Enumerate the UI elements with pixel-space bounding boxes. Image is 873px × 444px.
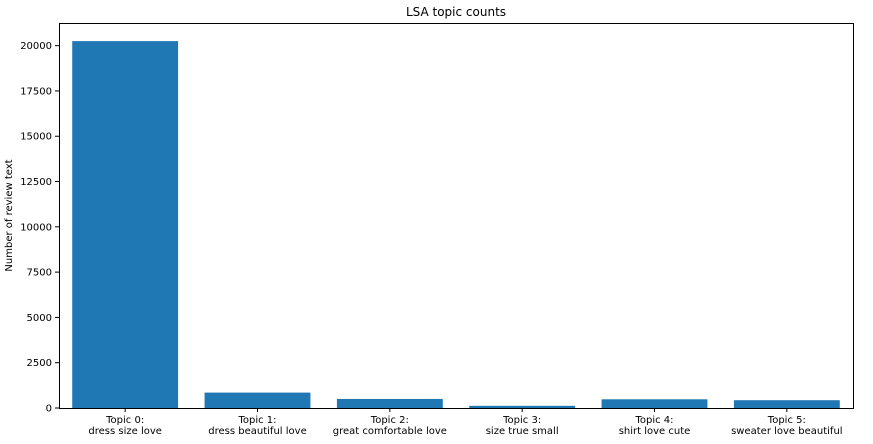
- y-tick-label: 7500: [27, 268, 52, 279]
- x-tick-label: Topic 2:: [370, 415, 409, 426]
- bars-group: [72, 41, 840, 408]
- bar-topic-0: [72, 41, 179, 408]
- bar-topic-4: [601, 399, 708, 408]
- y-axis-label: Number of review text: [4, 159, 15, 271]
- y-tick-label: 10000: [20, 222, 52, 233]
- x-tick-label: dress beautiful love: [208, 426, 306, 437]
- x-axis-ticks: Topic 0:dress size love Topic 1:dress bea…: [88, 408, 843, 437]
- x-tick-label: Topic 3:: [502, 415, 541, 426]
- x-tick-label: Topic 4:: [634, 415, 673, 426]
- y-tick-label: 0: [46, 404, 52, 415]
- y-tick-label: 12500: [20, 177, 52, 188]
- x-tick-label: Topic 0:: [105, 415, 144, 426]
- bar-topic-1: [204, 392, 311, 408]
- x-tick-label: Topic 1:: [237, 415, 276, 426]
- x-tick-label: dress size love: [88, 426, 162, 437]
- chart-title: LSA topic counts: [406, 5, 506, 19]
- x-tick-label: size true small: [486, 426, 559, 437]
- y-tick-label: 5000: [27, 313, 52, 324]
- bar-topic-3: [469, 405, 576, 408]
- y-tick-label: 20000: [20, 41, 52, 52]
- y-axis-ticks: 0 2500 5000 7500 10000 12500 15000 17500 20000: [20, 41, 59, 415]
- x-tick-label: Topic 5:: [767, 415, 806, 426]
- y-tick-label: 15000: [20, 132, 52, 143]
- x-tick-label: shirt love cute: [619, 426, 691, 437]
- x-tick-label: great comfortable love: [333, 426, 447, 437]
- y-tick-label: 2500: [27, 358, 52, 369]
- bar-topic-5: [733, 400, 840, 408]
- y-tick-label: 17500: [20, 86, 52, 97]
- bar-topic-2: [336, 398, 443, 408]
- plot-frame: [59, 23, 854, 409]
- x-tick-label: sweater love beautiful: [731, 426, 842, 437]
